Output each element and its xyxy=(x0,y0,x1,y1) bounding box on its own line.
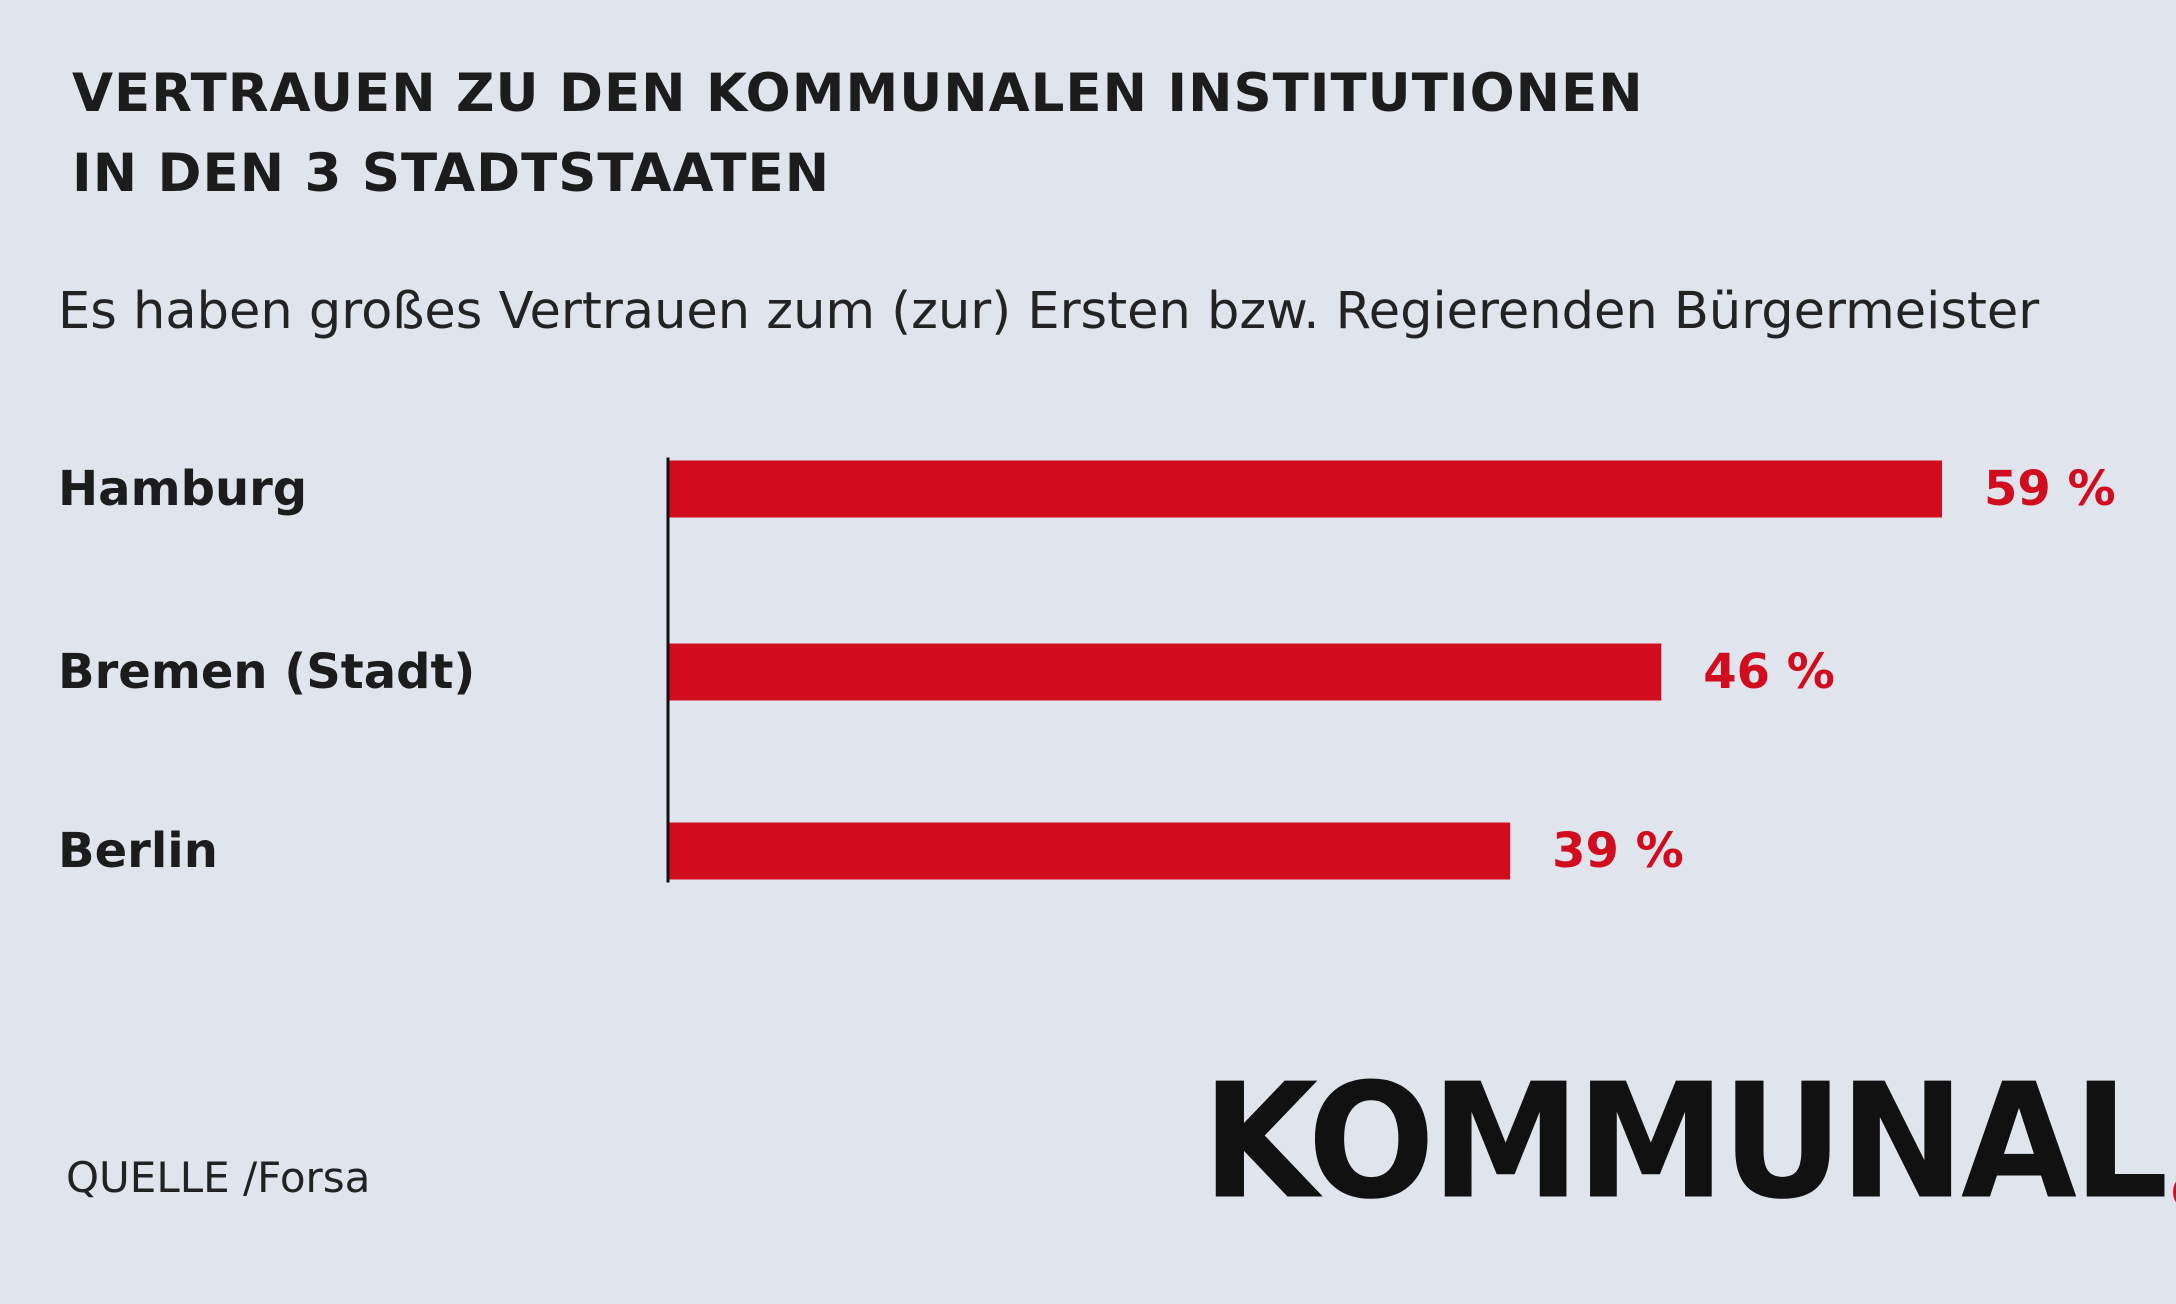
logo-dot-icon xyxy=(2172,1172,2176,1212)
bar-berlin xyxy=(668,822,1511,880)
bar-bremen-stadt xyxy=(668,643,1662,701)
logo-wordmark: KOMMUNAL xyxy=(1202,1050,2169,1235)
kommunal-logo: KOMMUNAL xyxy=(1202,1063,2176,1222)
value-label: 46 % xyxy=(1703,644,1835,700)
chart-title-line-2: IN DEN 3 STADTSTAATEN xyxy=(72,143,831,204)
value-label: 39 % xyxy=(1552,823,1684,879)
chart-title: VERTRAUEN ZU DEN KOMMUNALEN INSTITUTIONE… xyxy=(72,54,1644,214)
source-note: QUELLE /Forsa xyxy=(66,1153,371,1202)
chart-subtitle: Es haben großes Vertrauen zum (zur) Erst… xyxy=(58,282,2040,341)
chart-title-line-1: VERTRAUEN ZU DEN KOMMUNALEN INSTITUTIONE… xyxy=(72,63,1644,124)
category-label: Berlin xyxy=(58,823,218,879)
bar-hamburg xyxy=(668,460,1942,518)
value-label: 59 % xyxy=(1984,461,2116,517)
category-label: Hamburg xyxy=(58,461,307,517)
category-label: Bremen (Stadt) xyxy=(58,644,475,700)
